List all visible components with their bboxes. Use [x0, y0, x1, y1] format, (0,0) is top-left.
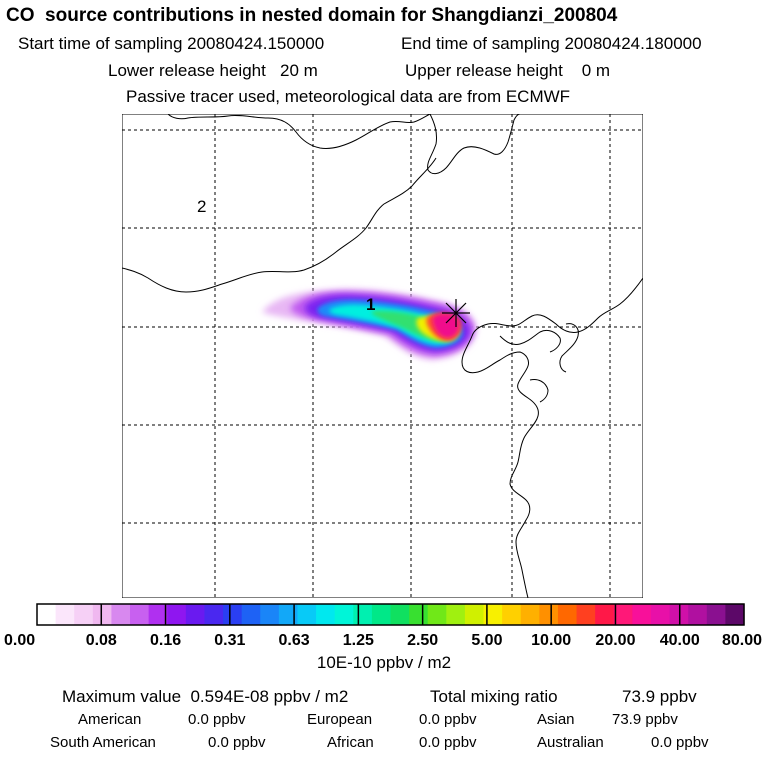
coastlines-borders	[122, 114, 643, 598]
color-scale-tick-label: 20.00	[595, 632, 635, 649]
border-northeast	[427, 114, 521, 175]
total-mixing-label: Total mixing ratio	[430, 687, 558, 706]
color-swatch	[483, 604, 503, 625]
color-swatch	[260, 604, 280, 625]
color-swatch	[241, 604, 261, 625]
color-scale-tick-label: 2.50	[407, 632, 438, 649]
color-scale-tick-labels: 0.00 0.08 0.16 0.31 0.63 1.25 2.50 5.00 10.00 20.…	[4, 604, 762, 649]
tracer-label: Passive tracer used, meteorological data…	[126, 87, 571, 106]
asian-label: Asian	[537, 711, 575, 728]
australian-value: 0.0 ppbv	[651, 734, 709, 751]
lat-lon-grid	[122, 114, 643, 598]
color-scale-frame	[36, 603, 745, 626]
color-swatch	[557, 604, 578, 625]
coastline-east	[461, 335, 539, 598]
color-swatch	[278, 604, 299, 625]
color-swatch	[725, 604, 745, 625]
plot-title: CO source contributions in nested domain…	[6, 5, 618, 26]
european-value: 0.0 ppbv	[419, 711, 477, 728]
coastline-northeast	[471, 277, 643, 337]
color-swatch	[650, 604, 671, 625]
color-scale-tick-label: 5.00	[471, 632, 502, 649]
upper-release-label: Upper release height 0 m	[405, 61, 611, 80]
total-mixing-value: 73.9 ppbv	[622, 687, 697, 706]
south-american-label: South American	[50, 734, 156, 751]
color-swatch	[595, 604, 615, 625]
color-swatch	[74, 604, 94, 625]
color-swatch	[706, 604, 726, 625]
color-scale-unit: 10E-10 ppbv / m2	[316, 653, 452, 672]
color-swatch	[371, 604, 392, 625]
color-swatch	[539, 604, 559, 625]
coastline-bay	[499, 329, 561, 353]
plume-contour-peak	[432, 313, 460, 338]
color-swatch	[632, 604, 652, 625]
color-swatch	[204, 604, 224, 625]
color-scale-tick-label: 10.00	[531, 632, 571, 649]
color-scale-tick-label: 0.08	[86, 632, 117, 649]
max-value-label: Maximum value 0.594E-08 ppbv / m2	[62, 687, 349, 706]
color-swatch	[111, 604, 131, 625]
color-swatch	[613, 604, 633, 625]
south-american-value: 0.0 ppbv	[208, 734, 266, 751]
european-label: European	[307, 711, 373, 728]
color-swatch	[223, 604, 243, 625]
border-north	[167, 114, 431, 149]
color-swatch	[353, 604, 373, 625]
color-swatch	[297, 604, 317, 625]
asian-value: 73.9 ppbv	[612, 711, 678, 728]
african-value: 0.0 ppbv	[419, 734, 477, 751]
lower-release-label: Lower release height 20 m	[108, 61, 318, 80]
color-swatch	[130, 604, 150, 625]
color-swatch	[688, 604, 708, 625]
region-label-1: 1	[366, 295, 375, 314]
start-time-label: Start time of sampling 20080424.150000	[18, 34, 325, 53]
color-swatch	[520, 604, 540, 625]
color-scale-tick-label: 40.00	[660, 632, 700, 649]
color-swatch	[446, 604, 466, 625]
color-swatch	[316, 604, 336, 625]
color-swatch	[390, 604, 410, 625]
concentration-plume	[262, 289, 477, 360]
color-swatch	[409, 604, 429, 625]
color-swatch	[37, 604, 57, 625]
color-swatch	[92, 604, 113, 625]
color-scale-tick-label: 80.00	[722, 632, 762, 649]
color-scale-tick-label: 0.31	[214, 632, 245, 649]
african-label: African	[327, 734, 374, 751]
station-marker	[442, 299, 470, 327]
american-label: American	[78, 711, 142, 728]
color-scale-tick-label: 0.16	[150, 632, 181, 649]
color-swatch	[576, 604, 596, 625]
end-time-label: End time of sampling 20080424.180000	[401, 34, 702, 53]
color-swatches	[36, 603, 745, 626]
coastline-inlet	[529, 379, 549, 403]
coastline-peninsula	[559, 323, 579, 373]
color-swatch	[464, 604, 485, 625]
australian-label: Australian	[537, 734, 604, 751]
color-swatch	[185, 604, 206, 625]
color-swatch	[334, 604, 354, 625]
american-value: 0.0 ppbv	[188, 711, 246, 728]
region-label-2: 2	[197, 197, 206, 216]
color-swatch	[167, 604, 187, 625]
color-scale-tick-label: 1.25	[343, 632, 374, 649]
color-swatch	[502, 604, 522, 625]
color-scale-tick-label: 0.00	[4, 632, 35, 649]
color-scale-tick-label: 0.63	[279, 632, 310, 649]
border-west	[122, 157, 437, 293]
color-swatch	[148, 604, 168, 625]
color-swatch	[427, 604, 447, 625]
color-swatch	[55, 604, 75, 625]
